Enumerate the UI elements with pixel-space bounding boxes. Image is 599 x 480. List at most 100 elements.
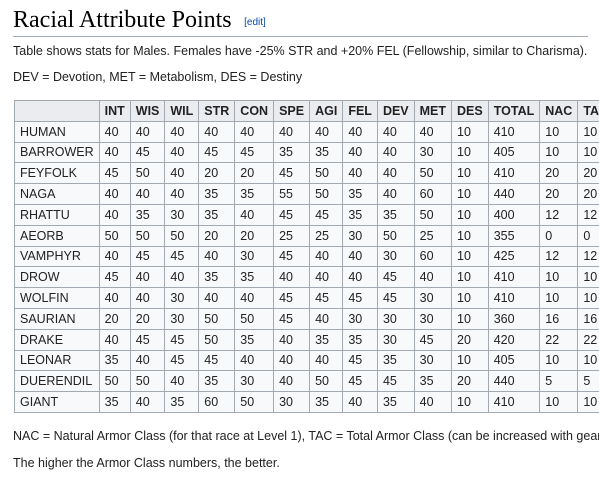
armor-class-note: NAC = Natural Armor Class (for that race… — [13, 429, 599, 443]
stat-cell-fel: 40 — [342, 162, 378, 185]
stat-cell-total: 360 — [487, 307, 541, 330]
stat-cell-fel: 40 — [342, 120, 378, 143]
table-row: GIANT 35 40 35 60 50 30 35 40 35 40 10 410 10 10 — [14, 391, 599, 413]
stat-cell-des: 10 — [451, 183, 489, 205]
stat-cell-int: 40 — [98, 203, 131, 226]
stat-cell-wis: 35 — [129, 203, 166, 226]
stat-cell-spe: 45 — [273, 287, 311, 309]
stat-cell-wis: 40 — [129, 266, 166, 289]
stat-cell-total: 425 — [487, 245, 541, 268]
table-row: DRAKE 40 45 45 50 35 40 35 35 30 45 20 420 22 22 — [14, 328, 599, 351]
stat-cell-int: 40 — [98, 287, 131, 309]
column-header-fel: FEL — [342, 100, 378, 122]
stat-cell-dev: 30 — [376, 307, 415, 330]
stat-cell-con: 40 — [234, 203, 275, 226]
stat-cell-des: 10 — [451, 349, 489, 372]
stat-cell-fel: 35 — [342, 183, 378, 205]
stat-cell-fel: 40 — [342, 245, 378, 268]
table-row: WOLFIN 40 40 30 40 40 45 45 45 45 30 10 410 10 10 — [14, 287, 599, 309]
stat-cell-wis: 20 — [129, 307, 166, 330]
stat-cell-total: 440 — [487, 183, 541, 205]
stat-cell-des: 10 — [451, 287, 489, 309]
stat-cell-str: 35 — [198, 203, 236, 226]
stat-cell-des: 10 — [451, 307, 489, 330]
stat-cell-des: 10 — [451, 391, 489, 413]
race-name-cell: AEORB — [14, 224, 100, 247]
stat-cell-int: 45 — [98, 266, 131, 289]
stat-cell-met: 60 — [413, 245, 453, 268]
stat-cell-nac: 20 — [539, 183, 579, 205]
table-row: LEONAR 35 40 45 45 40 40 40 45 35 30 10 405 10 10 — [14, 349, 599, 372]
stat-cell-total: 410 — [487, 266, 541, 289]
race-name-cell: DROW — [14, 266, 100, 289]
stat-cell-fel: 45 — [342, 287, 378, 309]
stat-cell-tac: 10 — [577, 287, 599, 309]
column-header-dev: DEV — [376, 100, 415, 122]
stat-cell-tac: 5 — [577, 370, 599, 393]
stat-cell-con: 45 — [234, 141, 275, 164]
column-header-agi: AGI — [309, 100, 344, 122]
stat-cell-agi: 45 — [309, 287, 344, 309]
race-name-cell: WOLFIN — [14, 287, 100, 309]
stat-cell-wis: 40 — [129, 349, 166, 372]
column-header-con: CON — [234, 100, 275, 122]
column-header-tac: TAC — [577, 100, 599, 122]
stat-cell-nac: 10 — [539, 349, 579, 372]
edit-section-link[interactable]: [edit] — [244, 17, 266, 28]
stat-cell-str: 40 — [198, 245, 236, 268]
stat-cell-met: 30 — [413, 349, 453, 372]
stat-cell-met: 30 — [413, 307, 453, 330]
table-row: DROW 45 40 40 35 35 40 40 40 45 40 10 410 10 10 — [14, 266, 599, 289]
stat-cell-total: 440 — [487, 370, 541, 393]
stat-cell-met: 40 — [413, 266, 453, 289]
stat-cell-fel: 45 — [342, 370, 378, 393]
intro-text-abbreviations: DEV = Devotion, MET = Metabolism, DES = … — [13, 70, 303, 84]
stat-cell-nac: 10 — [539, 391, 579, 413]
stat-cell-dev: 40 — [376, 162, 415, 185]
stat-cell-met: 50 — [413, 203, 453, 226]
stat-cell-con: 30 — [234, 245, 275, 268]
table-row: VAMPHYR 40 45 45 40 30 45 40 40 30 60 10 425 12 12 — [14, 245, 599, 268]
stat-cell-agi: 40 — [309, 349, 344, 372]
stat-cell-agi: 40 — [309, 266, 344, 289]
stat-cell-str: 35 — [198, 183, 236, 205]
stat-cell-con: 20 — [234, 224, 275, 247]
stat-cell-con: 35 — [234, 266, 275, 289]
race-name-cell: HUMAN — [14, 120, 100, 143]
armor-class-tip: The higher the Armor Class numbers, the … — [13, 456, 280, 470]
stat-cell-con: 50 — [234, 307, 275, 330]
stat-cell-total: 410 — [487, 287, 541, 309]
stat-cell-wil: 40 — [164, 370, 200, 393]
stat-cell-total: 410 — [487, 391, 541, 413]
stat-cell-dev: 45 — [376, 370, 415, 393]
column-header-met: MET — [413, 100, 453, 122]
stat-cell-str: 40 — [198, 287, 236, 309]
stat-cell-int: 50 — [98, 370, 131, 393]
stat-cell-des: 10 — [451, 245, 489, 268]
stat-cell-met: 30 — [413, 287, 453, 309]
stat-cell-des: 10 — [451, 224, 489, 247]
column-header-des: DES — [451, 100, 489, 122]
stat-cell-wil: 45 — [164, 349, 200, 372]
stat-cell-int: 35 — [98, 349, 131, 372]
stat-cell-dev: 35 — [376, 203, 415, 226]
race-name-cell: RHATTU — [14, 203, 100, 226]
stat-cell-total: 410 — [487, 162, 541, 185]
stat-cell-agi: 35 — [309, 141, 344, 164]
stat-cell-tac: 12 — [577, 203, 599, 226]
stat-cell-con: 20 — [234, 162, 275, 185]
stat-cell-fel: 40 — [342, 391, 378, 413]
stat-cell-wil: 40 — [164, 162, 200, 185]
stat-cell-tac: 10 — [577, 266, 599, 289]
stat-cell-wis: 50 — [129, 224, 166, 247]
stat-cell-spe: 40 — [273, 120, 311, 143]
column-header-total: TOTAL — [487, 100, 541, 122]
stat-cell-wil: 40 — [164, 266, 200, 289]
stat-cell-wis: 45 — [129, 245, 166, 268]
stat-cell-con: 40 — [234, 120, 275, 143]
column-header-int: INT — [98, 100, 131, 122]
stat-cell-str: 35 — [198, 266, 236, 289]
stat-cell-int: 40 — [98, 120, 131, 143]
stat-cell-wis: 50 — [129, 370, 166, 393]
stat-cell-wil: 30 — [164, 287, 200, 309]
